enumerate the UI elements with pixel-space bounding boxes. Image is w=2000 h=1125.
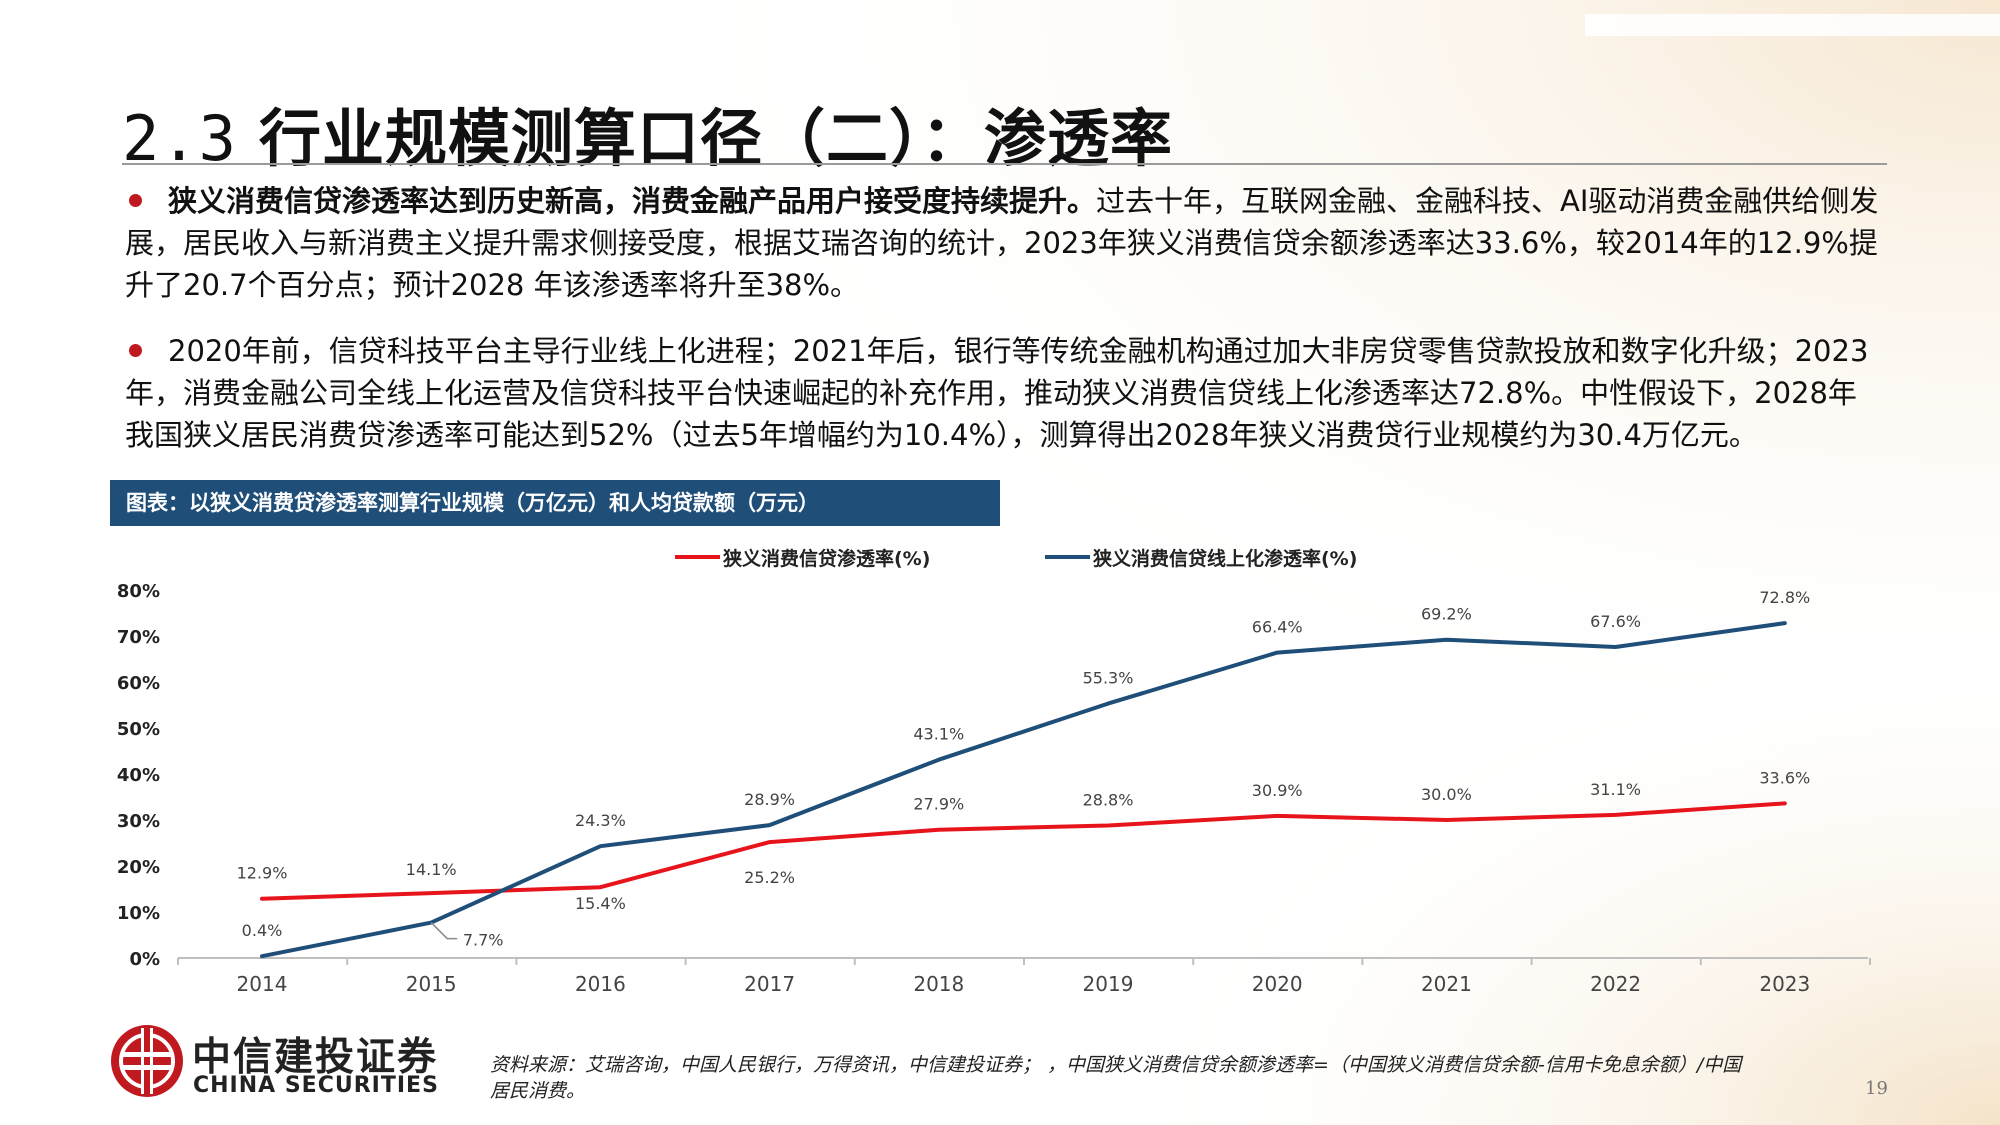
x-tick-label: 2015 xyxy=(406,972,457,996)
y-tick-label: 10% xyxy=(117,903,160,924)
data-label: 43.1% xyxy=(913,725,964,744)
y-tick-label: 0% xyxy=(129,949,160,970)
data-label: 25.2% xyxy=(744,868,795,887)
x-tick-label: 2017 xyxy=(744,972,795,996)
series-line-blue xyxy=(260,621,1787,959)
y-tick-label: 40% xyxy=(117,765,160,786)
y-tick-label: 30% xyxy=(117,811,160,832)
page-title: 2.3 行业规模测算口径（二）：渗透率 xyxy=(122,88,1173,178)
data-label: 28.8% xyxy=(1083,791,1134,810)
y-tick-label: 50% xyxy=(117,719,160,740)
data-labels: 12.9% 14.1% 15.4% 25.2% 27.9% 28.8% 30.9% 30.0%… xyxy=(237,588,1811,949)
bullet-1-bold: 狭义消费信贷渗透率达到历史新高，消费金融产品用户接受度持续提升。 xyxy=(168,184,1097,218)
legend-label-blue: 狭义消费信贷线上化渗透率(%) xyxy=(1092,547,1357,570)
data-label: 72.8% xyxy=(1759,588,1810,607)
data-label: 15.4% xyxy=(575,894,626,913)
bullet-1-text: 过去十年，互联网金融、金融科技、AI驱动消费金融供给侧发展，居民收入与新消费主义… xyxy=(125,184,1879,302)
page-title-number: 2.3 xyxy=(122,102,237,175)
y-tick-label: 20% xyxy=(117,857,160,878)
data-label: 7.7% xyxy=(463,931,504,950)
y-tick-label: 80% xyxy=(117,581,160,602)
bullet-paragraph-2: 2020年前，信贷科技平台主导行业线上化进程；2021年后，银行等传统金融机构通… xyxy=(125,330,1885,456)
data-label: 30.0% xyxy=(1421,785,1472,804)
data-label: 14.1% xyxy=(406,860,457,879)
x-axis: 2014 2015 2016 2017 2018 2019 2020 2021 2022 2023 xyxy=(177,957,1871,996)
legend-label-red: 狭义消费信贷渗透率(%) xyxy=(722,547,930,570)
bullet-2-text: 2020年前，信贷科技平台主导行业线上化进程；2021年后，银行等传统金融机构通… xyxy=(125,334,1869,452)
x-tick-label: 2014 xyxy=(237,972,288,996)
bullet-dot-icon xyxy=(129,193,142,207)
bullet-dot-icon xyxy=(129,343,142,357)
x-tick-label: 2023 xyxy=(1759,972,1810,996)
data-label: 30.9% xyxy=(1252,781,1303,800)
source-note: 资料来源：艾瑞咨询，中国人民银行，万得资讯，中信建投证券； ，中国狭义消费信贷余… xyxy=(490,1054,1742,1102)
x-tick-label: 2020 xyxy=(1252,972,1303,996)
penetration-line-chart: 狭义消费信贷渗透率(%) 狭义消费信贷线上化渗透率(%) 0% 10% 20% 30%… xyxy=(117,547,1871,996)
x-tick-label: 2021 xyxy=(1421,972,1472,996)
x-tick-label: 2022 xyxy=(1590,972,1641,996)
brand-name-cn: 中信建投证券 xyxy=(192,1034,439,1080)
data-label: 27.9% xyxy=(913,795,964,814)
label-leader-line xyxy=(430,922,458,940)
bullet-paragraph-1: 狭义消费信贷渗透率达到历史新高，消费金融产品用户接受度持续提升。过去十年，互联网… xyxy=(125,180,1885,306)
x-tick-label: 2019 xyxy=(1083,972,1134,996)
series-line-red xyxy=(260,801,1787,901)
chart-header: 图表：以狭义消费贷渗透率测算行业规模（万亿元）和人均贷款额（万元） xyxy=(110,480,1000,526)
legend: 狭义消费信贷渗透率(%) 狭义消费信贷线上化渗透率(%) xyxy=(675,547,1357,570)
brand-name-en: CHINA SECURITIES xyxy=(193,1073,439,1098)
data-label: 67.6% xyxy=(1590,612,1641,631)
data-label: 66.4% xyxy=(1252,618,1303,637)
data-label: 12.9% xyxy=(237,864,288,883)
title-divider xyxy=(122,163,1887,165)
series-lines xyxy=(260,621,1787,959)
data-label: 55.3% xyxy=(1083,669,1134,688)
y-tick-label: 60% xyxy=(117,673,160,694)
data-label: 0.4% xyxy=(242,921,283,940)
data-label: 24.3% xyxy=(575,811,626,830)
data-label: 69.2% xyxy=(1421,605,1472,624)
china-securities-logo-icon xyxy=(111,1025,183,1097)
x-tick-label: 2018 xyxy=(913,972,964,996)
y-tick-label: 70% xyxy=(117,627,160,648)
data-label: 31.1% xyxy=(1590,780,1641,799)
data-label: 33.6% xyxy=(1759,768,1810,787)
x-tick-label: 2016 xyxy=(575,972,626,996)
data-label: 28.9% xyxy=(744,790,795,809)
y-axis: 0% 10% 20% 30% 40% 50% 60% 70% 80% xyxy=(117,581,160,970)
page-title-text: 行业规模测算口径（二）：渗透率 xyxy=(258,102,1173,175)
page-number: 19 xyxy=(1865,1078,1888,1099)
